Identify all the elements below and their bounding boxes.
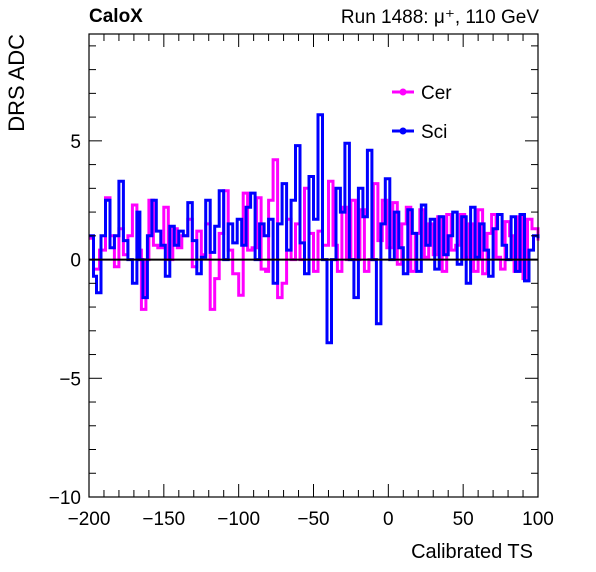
x-tick-label: 50 <box>453 509 474 530</box>
y-tick-label: −5 <box>59 369 81 390</box>
y-axis-label: DRS ADC <box>4 34 29 132</box>
x-tick-label: 100 <box>522 509 554 530</box>
y-tick-label: −10 <box>49 488 81 509</box>
legend-marker-cer <box>399 88 407 96</box>
x-tick-label: −200 <box>68 509 111 530</box>
legend: Cer Sci <box>392 83 452 143</box>
legend-marker-sci <box>399 127 407 135</box>
legend-label-cer: Cer <box>421 83 452 104</box>
traces <box>89 113 540 345</box>
x-tick-label: −50 <box>297 509 329 530</box>
x-tick-label: −150 <box>142 509 185 530</box>
legend-label-sci: Sci <box>421 122 447 143</box>
x-axis-label: Calibrated TS <box>411 541 533 563</box>
y-tick-label: 5 <box>70 132 81 153</box>
experiment-label: CaloX <box>89 6 143 27</box>
axis-ticks: −200 −150 −100 −50 0 50 100−10−505 <box>49 34 554 530</box>
series-line-sci <box>89 113 540 345</box>
y-tick-label: 0 <box>70 251 81 272</box>
x-tick-label: −100 <box>217 509 260 530</box>
x-tick-label: 0 <box>383 509 394 530</box>
run-label: Run 1488: μ⁺, 110 GeV <box>340 7 539 28</box>
